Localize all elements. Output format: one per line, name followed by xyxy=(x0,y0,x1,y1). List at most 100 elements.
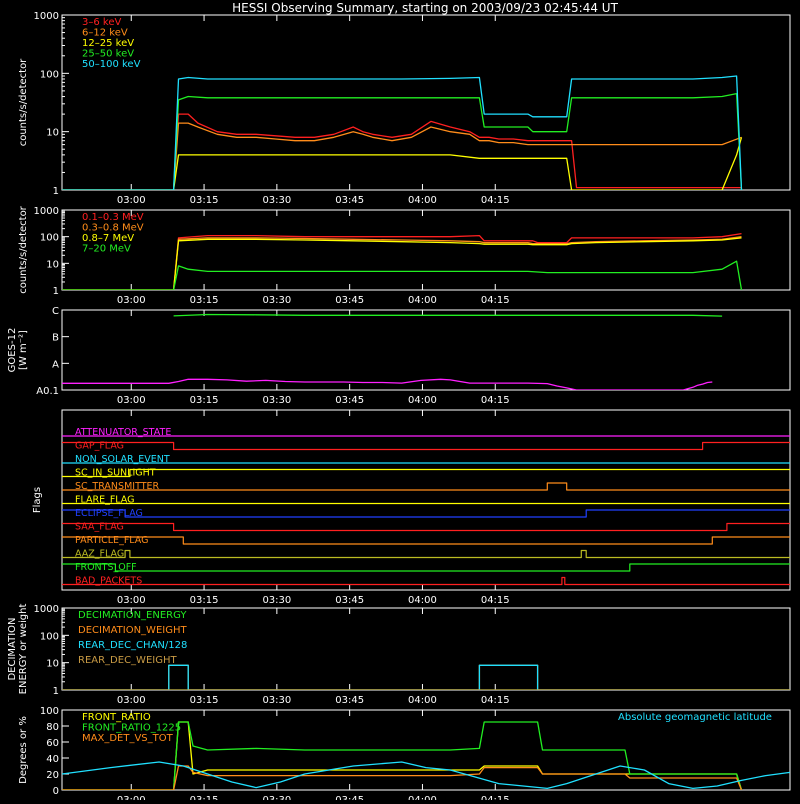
goes-series xyxy=(62,313,723,390)
ratios-ytick-label: 20 xyxy=(46,770,59,781)
goes-xtick-label: 03:30 xyxy=(262,395,291,406)
xray-series xyxy=(62,75,743,190)
flag-trace xyxy=(62,563,790,572)
xray-series-12-25-kev xyxy=(62,137,743,190)
gamma-ytick-label: 10 xyxy=(46,259,59,270)
flags-xtick-label: 03:45 xyxy=(335,595,364,606)
goes-ytick-label: C xyxy=(52,306,59,317)
legend-entry: 3–6 keV xyxy=(82,17,121,28)
gamma-xtick-label: 04:15 xyxy=(481,295,510,306)
y-axis-label: [W m⁻²] xyxy=(18,330,29,370)
flag-trace xyxy=(62,536,790,545)
xray-xtick-label: 03:00 xyxy=(117,195,146,206)
xray-ytick-label: 100 xyxy=(40,69,59,80)
decimation-xtick-label: 03:30 xyxy=(262,695,291,706)
flag-sc-transmitter: SC_TRANSMITTER xyxy=(62,481,790,492)
flags-xtick-label: 03:30 xyxy=(262,595,291,606)
y-axis-label: ENERGY or weight xyxy=(18,604,29,695)
flag-sc-in-sunlight: SC_IN_SUNLIGHT xyxy=(62,468,790,479)
xray-xtick-label: 03:45 xyxy=(335,195,364,206)
gamma-xtick-label: 03:15 xyxy=(190,295,219,306)
flags-axis-label: Flags xyxy=(32,487,43,513)
gamma-ytick-label: 100 xyxy=(40,233,59,244)
gamma-ytick-label: 1000 xyxy=(34,206,59,217)
gamma-xtick-label: 03:00 xyxy=(117,295,146,306)
legend-entry: MAX_DET_VS_TOT xyxy=(82,733,174,744)
flag-label: FLARE_FLAG xyxy=(75,495,135,506)
gamma-ytick-label: 1 xyxy=(53,286,59,297)
goes-series-trace-0 xyxy=(173,313,723,317)
ratios-series-front-ratio-1225 xyxy=(62,721,743,790)
ratios-series-absolute-geomagnetic-latitude xyxy=(62,761,790,790)
flag-non-solar-event: NON_SOLAR_EVENT xyxy=(62,454,790,465)
flag-label: SC_TRANSMITTER xyxy=(75,481,160,492)
flag-flare-flag: FLARE_FLAG xyxy=(62,495,790,506)
legend-entry: 12–25 keV xyxy=(82,38,134,49)
flag-label: ECLIPSE_FLAG xyxy=(75,508,143,519)
flag-trace xyxy=(62,509,790,518)
flag-label: AAZ_FLAG xyxy=(75,549,124,560)
legend-entry: FRONT_RATIO_1225 xyxy=(82,723,181,734)
xray-frame xyxy=(61,14,791,191)
legend-entry: 50–100 keV xyxy=(82,59,141,70)
decimation-xtick-label: 03:00 xyxy=(117,695,146,706)
page-title: HESSI Observing Summary, starting on 200… xyxy=(232,1,618,15)
decimation-xtick-label: 04:00 xyxy=(408,695,437,706)
panel-decimation: 03:00 03:15 03:30 03:45 04:00 04:15 1 10 100 1000… xyxy=(7,604,791,706)
gamma-xtick-label: 03:30 xyxy=(262,295,291,306)
flags-frame xyxy=(61,409,791,591)
goes-xtick-label: 03:45 xyxy=(335,395,364,406)
xray-ytick-label: 10 xyxy=(46,128,59,139)
ratios-ytick-label: 0 xyxy=(53,786,59,797)
y-axis-label: counts/s/detector xyxy=(18,58,29,146)
xray-xtick-label: 04:15 xyxy=(481,195,510,206)
y-axis-label: counts/s/detector xyxy=(18,205,29,293)
legend-entry: 25–50 keV xyxy=(82,49,134,60)
xray-xtick-label: 03:15 xyxy=(190,195,219,206)
decimation-series xyxy=(62,664,790,690)
flag-label: ATTENUATOR_STATE xyxy=(75,427,171,438)
flag-label: NON_SOLAR_EVENT xyxy=(75,454,170,465)
flag-gap-flag: GAP_FLAG xyxy=(62,441,790,452)
flag-trace xyxy=(62,482,790,491)
legend-entry: 0.1–0.3 MeV xyxy=(82,212,144,223)
flag-trace xyxy=(62,468,790,478)
goes-xtick-label: 03:00 xyxy=(117,395,146,406)
flags-xtick-label: 03:15 xyxy=(190,595,219,606)
xray-series-25-50-kev xyxy=(62,92,743,190)
panel-gamma: 03:00 03:15 03:30 03:45 04:00 04:15 1 10 100 1000… xyxy=(18,205,791,306)
ratios-xtick-label: 04:00 xyxy=(408,795,437,800)
flag-trace xyxy=(62,576,790,586)
xray-series-6-12-kev xyxy=(62,122,742,190)
decimation-ytick-label: 100 xyxy=(40,631,59,642)
panel-xray: 03:00 03:15 03:30 03:45 04:00 04:15 1 10 100 1000… xyxy=(18,11,791,206)
xray-xtick-label: 03:30 xyxy=(262,195,291,206)
gamma-series-0-1-0-3-mev xyxy=(62,232,742,290)
goes-ytick-label: A0.1 xyxy=(36,386,59,397)
ratios-ytick-label: 80 xyxy=(46,722,59,733)
panel-goes: 03:00 03:15 03:30 03:45 04:00 04:15 A0.1 A B C GOE… xyxy=(7,306,791,406)
ratios-xtick-label: 03:15 xyxy=(190,795,219,800)
flag-label: SAA_FLAG xyxy=(75,522,124,533)
flag-particle-flag: PARTICLE_FLAG xyxy=(62,535,790,546)
xray-series-3-6-kev xyxy=(62,113,742,190)
flag-eclipse-flag: ECLIPSE_FLAG xyxy=(62,508,790,519)
goes-series-trace-1 xyxy=(62,378,713,390)
legend-entry: 6–12 keV xyxy=(82,28,128,39)
xray-ytick-label: 1 xyxy=(53,186,59,197)
latitude-annotation: Absolute geomagnetic latitude xyxy=(618,712,772,723)
gamma-xtick-label: 04:00 xyxy=(408,295,437,306)
ratios-ytick-label: 100 xyxy=(40,706,59,717)
legend-entry: REAR_DEC_CHAN/128 xyxy=(78,640,187,651)
gamma-frame xyxy=(61,209,791,291)
goes-ytick-label: B xyxy=(52,333,59,344)
gamma-series-0-8-7-mev xyxy=(62,237,742,290)
gamma-series-0-3-0-8-mev xyxy=(62,236,742,290)
goes-ytick-label: A xyxy=(52,359,59,370)
flag-label: PARTICLE_FLAG xyxy=(75,535,148,546)
xray-ytick-label: 1000 xyxy=(34,11,59,22)
legend-entry: DECIMATION_WEIGHT xyxy=(78,625,187,636)
decimation-xtick-label: 03:15 xyxy=(190,695,219,706)
ratios-ytick-label: 40 xyxy=(46,754,59,765)
